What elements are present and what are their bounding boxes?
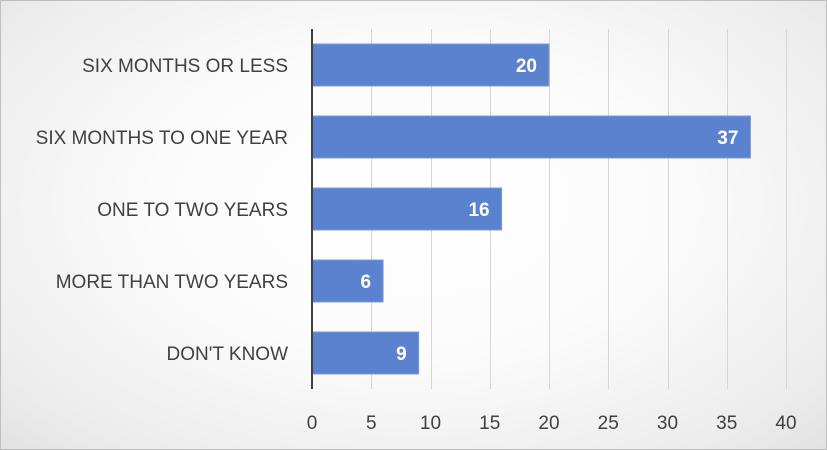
data-labels: 20 37 16 6 9 (361, 56, 739, 365)
bar-more-than-two-years (311, 259, 384, 303)
category-labels: SIX MONTHS OR LESS SIX MONTHS TO ONE YEAR… (36, 56, 288, 365)
x-tick-label-25: 25 (598, 413, 619, 434)
x-tick-label-35: 35 (716, 413, 737, 434)
bar-six-months-to-one-year (311, 115, 751, 159)
x-tick-label-5: 5 (366, 413, 377, 434)
category-label-one-to-two-years: ONE TO TWO YEARS (97, 200, 288, 221)
x-tick-label-30: 30 (657, 413, 678, 434)
x-tick-label-15: 15 (479, 413, 500, 434)
data-label-six-months-to-one-year: 37 (717, 128, 738, 149)
data-label-one-to-two-years: 16 (468, 200, 489, 221)
bars (311, 43, 751, 375)
category-label-more-than-two-years: MORE THAN TWO YEARS (56, 272, 288, 293)
bar-don-t-know (311, 331, 420, 375)
data-label-don-t-know: 9 (396, 344, 407, 365)
bar-six-months-or-less (311, 43, 550, 87)
x-tick-label-0: 0 (307, 413, 318, 434)
data-label-six-months-or-less: 20 (516, 56, 537, 77)
data-label-more-than-two-years: 6 (361, 272, 372, 293)
x-tick-label-10: 10 (420, 413, 441, 434)
tick-labels: 0 5 10 15 20 25 30 35 40 (307, 413, 797, 434)
category-label-six-months-to-one-year: SIX MONTHS TO ONE YEAR (36, 128, 288, 149)
x-tick-label-20: 20 (538, 413, 559, 434)
x-tick-label-40: 40 (775, 413, 796, 434)
category-label-six-months-or-less: SIX MONTHS OR LESS (82, 56, 288, 77)
category-label-don-t-know: DON'T KNOW (167, 344, 289, 365)
